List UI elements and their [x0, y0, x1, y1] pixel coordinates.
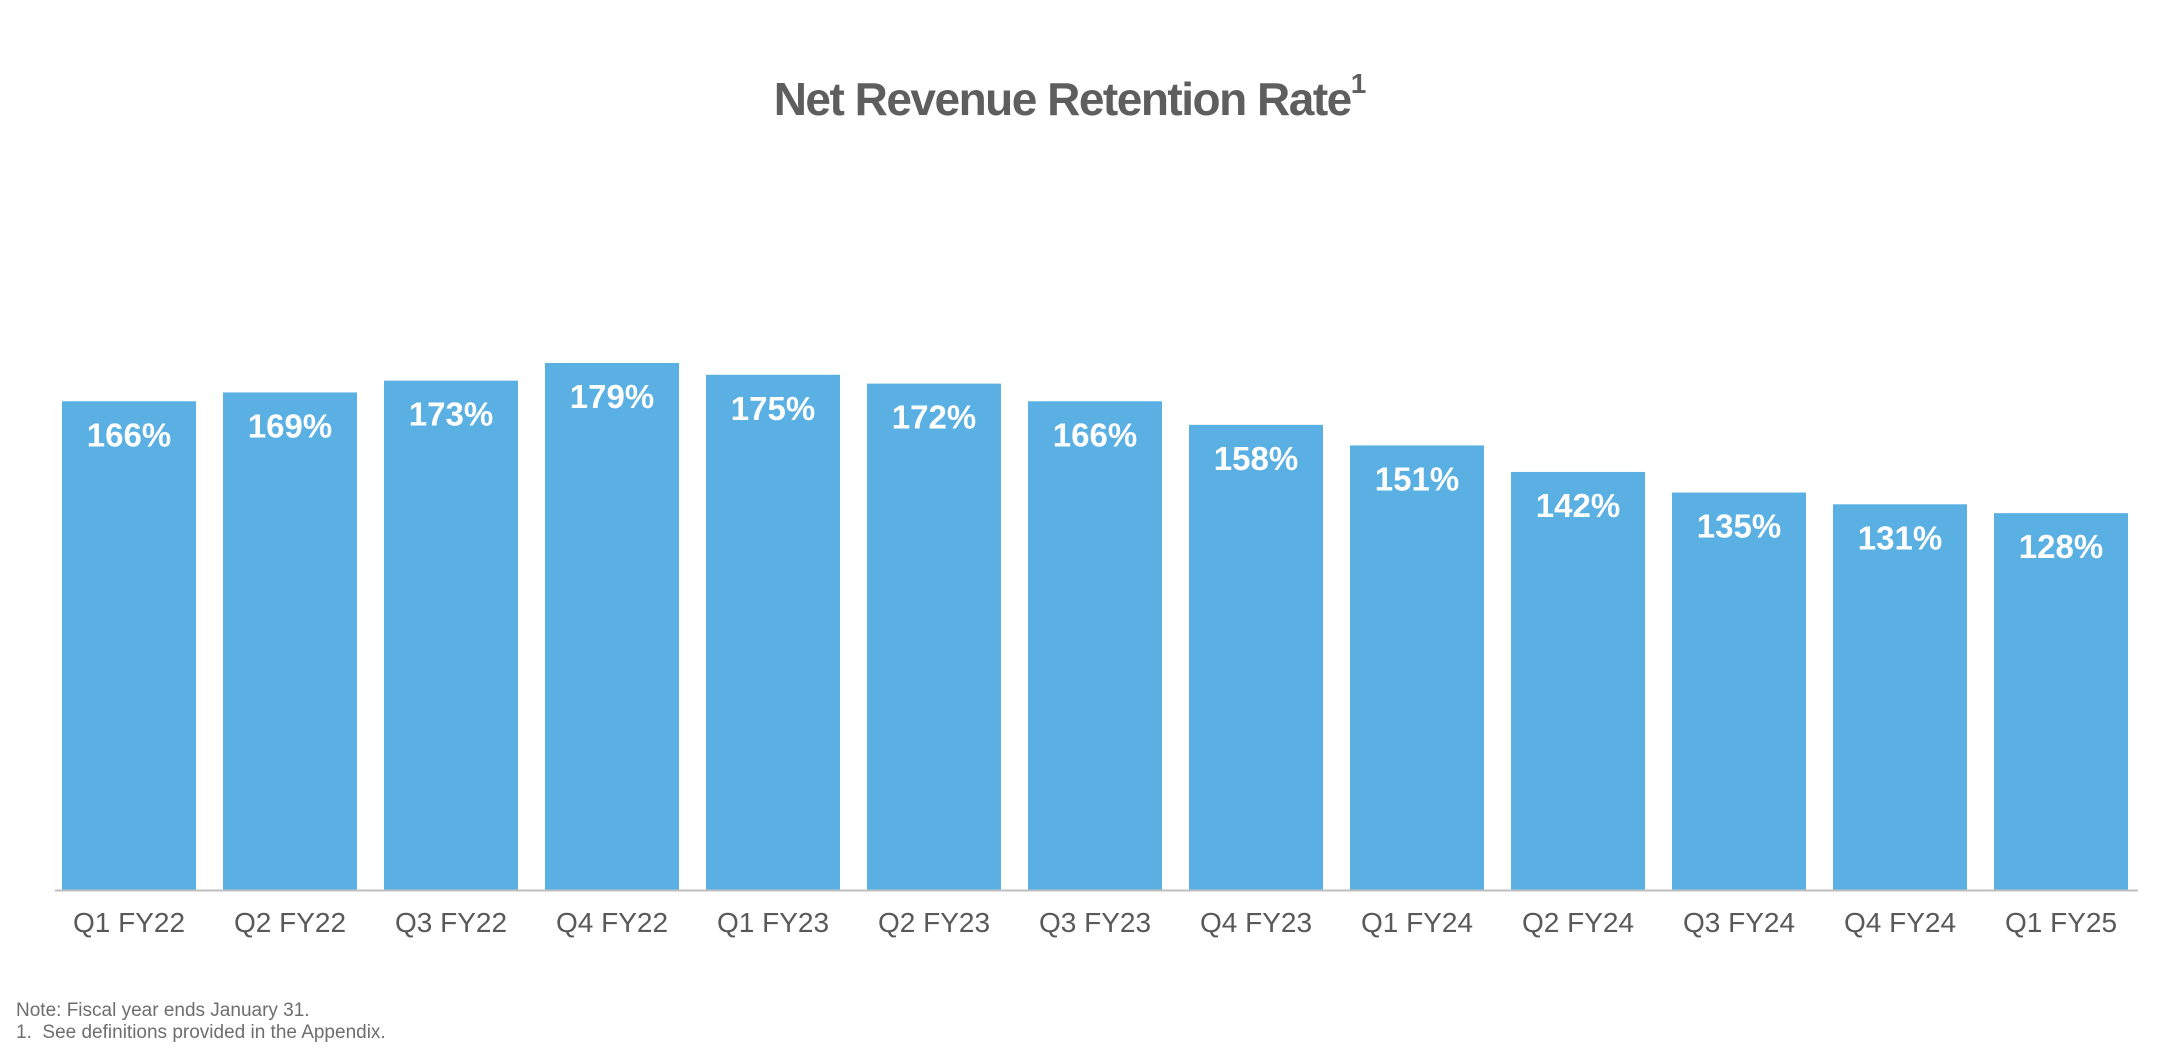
bar-q3-fy22 — [384, 380, 518, 890]
x-axis-tick-label: Q3 FY23 — [1039, 907, 1151, 938]
bar-q4-fy23 — [1189, 424, 1323, 890]
bar-q4-fy22 — [545, 363, 679, 890]
bar-q1-fy24 — [1350, 445, 1484, 890]
chart-title-text: Net Revenue Retention Rate — [773, 73, 1353, 125]
x-axis-tick-label: Q3 FY24 — [1683, 907, 1795, 938]
x-axis-tick-label: Q1 FY24 — [1361, 907, 1473, 938]
bar-q2-fy23 — [867, 383, 1001, 890]
bar-value-label: 169% — [248, 407, 332, 444]
bar-q1-fy25 — [1994, 513, 2128, 890]
footnotes: Note: Fiscal year ends January 31. 1. Se… — [16, 1000, 386, 1044]
x-axis-tick-label: Q1 FY22 — [73, 907, 185, 938]
bar-q3-fy23 — [1028, 401, 1162, 890]
bar-q1-fy22 — [62, 401, 196, 890]
bar-value-label: 179% — [570, 378, 654, 415]
footnote-definitions: 1. See definitions provided in the Appen… — [16, 1022, 386, 1043]
bar-q2-fy24 — [1511, 471, 1645, 890]
bar-value-label: 151% — [1375, 460, 1459, 497]
x-axis-tick-label: Q1 FY25 — [2005, 907, 2117, 938]
x-axis-tick-label: Q2 FY22 — [234, 907, 346, 938]
chart-title-footnote-marker: 1 — [1350, 67, 1367, 99]
footnote-fiscal-year: Note: Fiscal year ends January 31. — [16, 1000, 310, 1021]
bar-q1-fy23 — [706, 374, 840, 890]
x-axis-tick-label: Q1 FY23 — [717, 907, 829, 938]
bar-q3-fy24 — [1672, 492, 1806, 890]
bar-value-label: 131% — [1858, 519, 1942, 556]
chart-title: Net Revenue Retention Rate1 — [0, 68, 2140, 126]
bar-value-label: 135% — [1697, 508, 1781, 545]
bar-value-label: 166% — [87, 416, 171, 453]
x-axis-tick-label: Q4 FY22 — [556, 907, 668, 938]
bar-q2-fy22 — [223, 392, 357, 890]
bar-value-label: 172% — [892, 399, 976, 436]
bar-value-label: 142% — [1536, 487, 1620, 524]
bar-value-label: 158% — [1214, 440, 1298, 477]
x-axis-tick-label: Q4 FY24 — [1844, 907, 1956, 938]
bar-value-label: 128% — [2019, 528, 2103, 565]
x-axis-tick-label: Q3 FY22 — [395, 907, 507, 938]
bar-value-label: 175% — [731, 390, 815, 427]
x-axis-tick-label: Q2 FY24 — [1522, 907, 1634, 938]
bar-q4-fy24 — [1833, 504, 1967, 890]
bar-value-label: 166% — [1053, 416, 1137, 453]
bar-value-label: 173% — [409, 396, 493, 433]
x-axis-tick-label: Q4 FY23 — [1200, 907, 1312, 938]
x-axis-tick-label: Q2 FY23 — [878, 907, 990, 938]
